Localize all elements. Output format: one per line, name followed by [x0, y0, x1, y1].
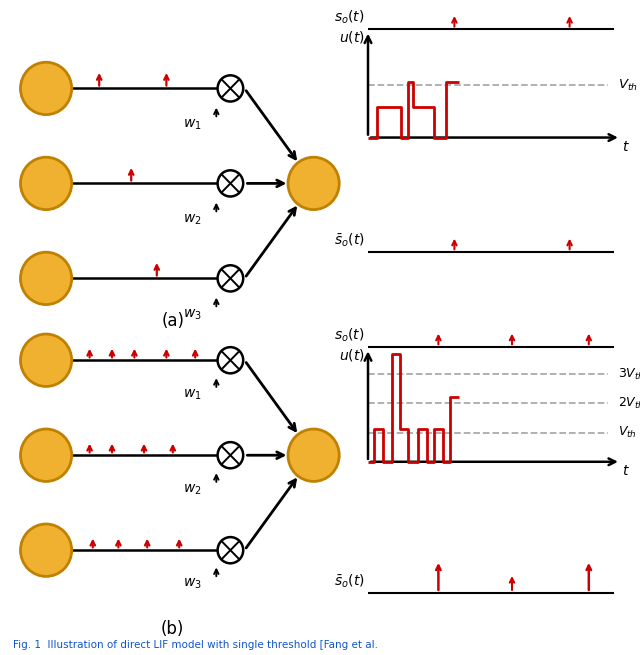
Circle shape — [20, 524, 72, 576]
Text: $2V_{th}$: $2V_{th}$ — [618, 396, 640, 411]
Text: $V_{th}$: $V_{th}$ — [618, 77, 637, 93]
Circle shape — [218, 537, 243, 563]
Circle shape — [218, 75, 243, 102]
Text: $w_2$: $w_2$ — [182, 212, 202, 227]
Circle shape — [20, 62, 72, 115]
Text: $w_3$: $w_3$ — [182, 307, 202, 322]
Text: $u(t)$: $u(t)$ — [339, 347, 365, 363]
Text: $3V_{th}$: $3V_{th}$ — [618, 367, 640, 382]
Text: $t$: $t$ — [622, 140, 630, 154]
Text: $w_1$: $w_1$ — [182, 117, 202, 132]
Circle shape — [218, 442, 243, 468]
Circle shape — [20, 157, 72, 210]
Circle shape — [20, 334, 72, 386]
Circle shape — [288, 157, 339, 210]
Text: $w_2$: $w_2$ — [182, 483, 202, 497]
Circle shape — [218, 170, 243, 196]
Text: Fig. 1  Illustration of direct LIF model with single threshold [Fang et al.: Fig. 1 Illustration of direct LIF model … — [13, 639, 378, 650]
Text: $\bar{s}_o(t)$: $\bar{s}_o(t)$ — [334, 231, 365, 249]
Circle shape — [20, 252, 72, 305]
Text: (a): (a) — [161, 312, 184, 330]
Text: $s_o(t)$: $s_o(t)$ — [334, 9, 365, 26]
Text: $w_1$: $w_1$ — [182, 388, 202, 402]
Text: $u(t)$: $u(t)$ — [339, 29, 365, 45]
Text: $\bar{s}_o(t)$: $\bar{s}_o(t)$ — [334, 572, 365, 590]
Circle shape — [288, 429, 339, 481]
Text: $s_o(t)$: $s_o(t)$ — [334, 326, 365, 344]
Circle shape — [218, 347, 243, 373]
Text: $t$: $t$ — [622, 464, 630, 478]
Circle shape — [218, 265, 243, 291]
Circle shape — [20, 429, 72, 481]
Text: (b): (b) — [161, 620, 184, 638]
Text: $V_{th}$: $V_{th}$ — [618, 425, 637, 440]
Text: $w_3$: $w_3$ — [182, 577, 202, 591]
